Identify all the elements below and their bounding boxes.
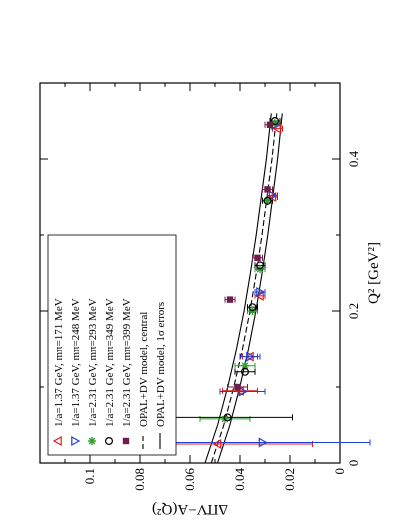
y-tick-label: 0.1 <box>82 468 97 484</box>
data-point <box>234 383 241 391</box>
x-tick-label: 0 <box>346 460 361 467</box>
asterisk-stroke <box>241 362 249 370</box>
legend-label: 1/a=1.37 GeV, mπ=248 MeV <box>70 298 82 427</box>
data-point <box>223 413 232 422</box>
legend-box <box>47 234 177 456</box>
legend-marker <box>88 437 96 445</box>
y-tick-label: 0.02 <box>282 468 297 491</box>
data-point <box>271 116 280 125</box>
asterisk-stroke <box>271 119 279 127</box>
legend: 1/a=1.37 GeV, mπ=171 MeV 1/a=1.37 GeV, mπ… <box>47 234 177 456</box>
legend-label: 1/a=2.31 GeV, mπ=349 MeV <box>104 298 116 427</box>
data-point <box>266 121 274 128</box>
legend-label: 1/a=2.31 GeV, mπ=399 MeV <box>121 298 133 427</box>
data-point <box>256 286 266 298</box>
y-tick-label: 0.04 <box>232 468 247 491</box>
error-bar <box>222 387 258 394</box>
legend-rows: 1/a=1.37 GeV, mπ=171 MeV 1/a=1.37 GeV, mπ… <box>52 298 167 449</box>
error-bar <box>239 353 261 360</box>
central-dashed-line <box>210 113 278 464</box>
y-tick-label: 0.06 <box>182 468 197 491</box>
legend-label: OPAL+DV model, 1σ errors <box>155 302 167 427</box>
data-point <box>241 367 250 376</box>
y-axis-label: ΔΠ̄V−A(Q²) <box>152 501 228 517</box>
legend-label: 1/a=1.37 GeV, mπ=171 MeV <box>53 298 65 427</box>
data-point <box>263 196 272 205</box>
legend-label: OPAL+DV model, central <box>138 312 150 427</box>
data-point <box>226 296 234 303</box>
data-point <box>256 261 265 270</box>
band-upper-line <box>204 113 272 464</box>
x-tick-label: 0.2 <box>346 303 361 319</box>
data-point <box>263 196 272 205</box>
error-bar <box>234 368 256 375</box>
axis-ticks: 0 0.2 0.4 0 0.02 0.04 0.06 0.08 0.1 <box>40 82 361 491</box>
asterisk-stroke <box>264 197 271 205</box>
error-bar <box>219 388 266 395</box>
asterisk-stroke <box>88 437 96 445</box>
y-tick-label: 0.08 <box>132 468 147 491</box>
data-points <box>99 116 282 450</box>
x-axis-label: Q² [GeV²] <box>366 242 382 304</box>
legend-marker <box>104 437 113 446</box>
band-lower-line <box>216 113 283 464</box>
data-point <box>241 361 249 370</box>
data-point <box>268 190 278 201</box>
data-point <box>272 123 282 134</box>
data-point <box>267 191 277 203</box>
x-tick-label: 0.4 <box>346 150 361 167</box>
legend-label: 1/a=2.31 GeV, mπ=293 MeV <box>87 298 99 427</box>
data-point <box>264 186 271 193</box>
legend-marker <box>122 437 130 445</box>
legend-marker <box>71 435 81 447</box>
y-tick-label: 0 <box>332 468 347 475</box>
data-point <box>254 254 261 261</box>
data-point <box>238 386 248 397</box>
model-band <box>204 113 283 464</box>
model-central <box>210 113 278 464</box>
legend-marker <box>52 435 62 447</box>
data-point <box>248 303 257 312</box>
data-point <box>258 437 268 448</box>
data-point <box>212 438 222 450</box>
data-point <box>246 351 256 362</box>
